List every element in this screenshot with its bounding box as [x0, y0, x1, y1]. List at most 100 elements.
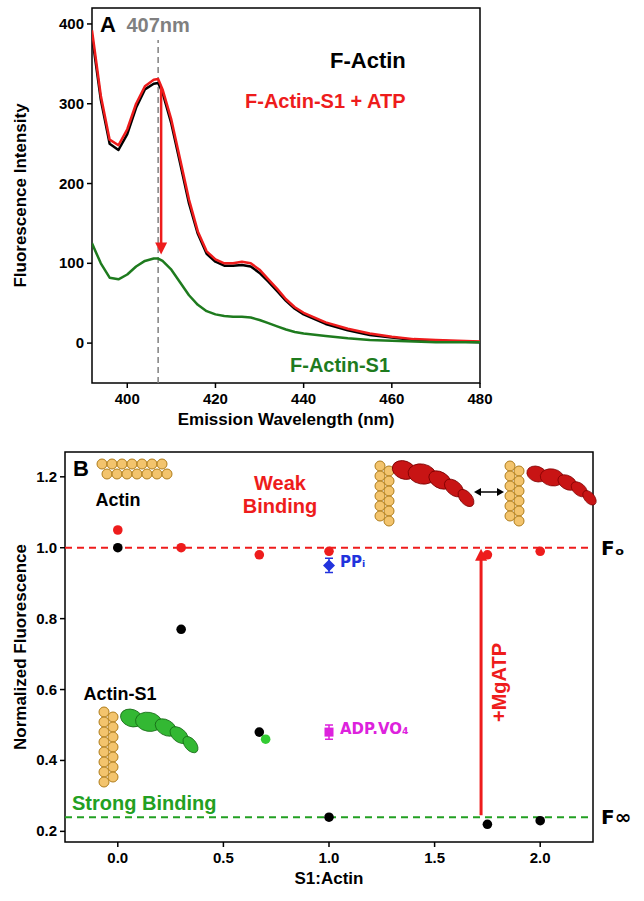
point: [324, 812, 334, 822]
y-axis-title: Fluorescence Intensity: [11, 103, 30, 288]
y-tick: [87, 23, 92, 25]
error-bar: [325, 725, 333, 739]
myosin-s1: [118, 706, 201, 755]
actin-bead: [117, 459, 127, 469]
point: [176, 543, 186, 553]
actin-bead: [375, 491, 385, 501]
x-axis-title: S1:Actin: [295, 869, 364, 888]
annotation: 407nm: [126, 14, 189, 36]
arrow: [480, 559, 483, 815]
point: [535, 546, 545, 556]
actin-bead: [99, 757, 109, 767]
actin-bead: [384, 506, 394, 516]
x-tick: [127, 383, 129, 388]
actin-bead: [137, 459, 147, 469]
point: [261, 734, 271, 744]
actin-bead: [108, 742, 118, 752]
panel-label: A: [100, 12, 116, 37]
actin-bead: [108, 732, 118, 742]
y-tick: [60, 547, 65, 549]
actin-bead: [122, 469, 132, 479]
x-tick-label: 1.0: [319, 849, 340, 866]
series-label: ADP.VO₄: [340, 720, 409, 738]
actin-bead: [505, 491, 515, 501]
actin-bead: [514, 506, 524, 516]
actin-bead: [127, 459, 137, 469]
y-tick: [60, 618, 65, 620]
y-tick: [87, 263, 92, 265]
actin-bead: [108, 712, 118, 722]
actin-bead: [108, 772, 118, 782]
actin-bead: [505, 481, 515, 491]
actin-bead: [505, 471, 515, 481]
myosin-s1: [525, 463, 599, 507]
arrow-head: [474, 488, 481, 496]
myosin-s1: [390, 457, 477, 509]
x-tick-label: 440: [291, 390, 316, 407]
x-axis-title: Emission Wavelength (nm): [178, 410, 395, 429]
marker-line: [157, 40, 159, 383]
y-tick-label: 400: [59, 15, 84, 32]
y-tick-label: 200: [59, 175, 84, 192]
actin-bead: [102, 469, 112, 479]
x-tick-label: 420: [203, 390, 228, 407]
actin-bead: [514, 476, 524, 486]
point: [483, 819, 493, 829]
y-tick-label: 0: [76, 334, 84, 351]
y-tick-label: 0.6: [36, 681, 57, 698]
x-tick: [434, 842, 436, 847]
actin-bead: [505, 461, 515, 471]
y-tick: [87, 342, 92, 344]
annotation-line: Weak: [254, 472, 307, 494]
plot-area: [92, 30, 480, 383]
actin-bead: [99, 747, 109, 757]
panel-label: B: [73, 456, 89, 481]
point: [325, 728, 334, 737]
actin-bead: [162, 469, 172, 479]
actin-bead: [384, 486, 394, 496]
actin-bead: [99, 727, 109, 737]
y-tick: [60, 760, 65, 762]
y-tick: [60, 689, 65, 691]
actin-bead: [505, 511, 515, 521]
series-label: F-Actin-S1 + ATP: [245, 90, 406, 112]
actin-bead: [375, 511, 385, 521]
actin-bead: [514, 516, 524, 526]
actin-bead: [108, 752, 118, 762]
point: [176, 624, 186, 634]
figure: 4004204404604800100200300400Emission Wav…: [0, 0, 644, 901]
reference-label: Fₒ: [601, 536, 624, 560]
x-tick: [479, 383, 481, 388]
actin-bead: [384, 496, 394, 506]
annotation: WeakBinding: [243, 472, 317, 517]
x-tick: [328, 842, 330, 847]
y-tick: [60, 476, 65, 478]
y-tick-label: 0.8: [36, 610, 57, 627]
actin-bead: [375, 501, 385, 511]
arrow-head: [475, 549, 487, 561]
actin-bead: [375, 481, 385, 491]
arrow-head: [155, 243, 167, 255]
s1-lobe: [180, 734, 201, 756]
plot-area: [65, 525, 593, 829]
annotation: Actin-S1: [83, 684, 156, 704]
double-arrow: [478, 491, 500, 493]
x-tick-label: 480: [467, 390, 492, 407]
y-tick-label: 0.2: [36, 822, 57, 839]
x-tick: [223, 842, 225, 847]
actin-bead: [147, 459, 157, 469]
x-tick: [539, 842, 541, 847]
actin-bead: [112, 469, 122, 479]
y-axis-title: Normalized Fluorescence: [11, 544, 30, 750]
cartoons: [97, 457, 599, 787]
series-label: F-Actin-S1: [290, 354, 390, 376]
x-tick-label: 400: [115, 390, 140, 407]
actin-bead: [99, 767, 109, 777]
actin-bead: [514, 466, 524, 476]
actin-bead: [375, 461, 385, 471]
annotation: Actin: [96, 490, 141, 510]
y-tick: [87, 183, 92, 185]
x-tick-label: 0.0: [107, 849, 128, 866]
point: [113, 525, 123, 535]
arrow: [160, 87, 163, 245]
